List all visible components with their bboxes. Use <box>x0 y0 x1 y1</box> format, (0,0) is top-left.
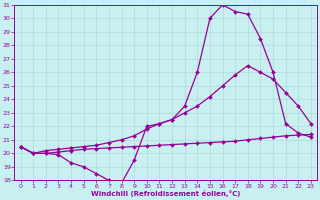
X-axis label: Windchill (Refroidissement éolien,°C): Windchill (Refroidissement éolien,°C) <box>91 190 240 197</box>
